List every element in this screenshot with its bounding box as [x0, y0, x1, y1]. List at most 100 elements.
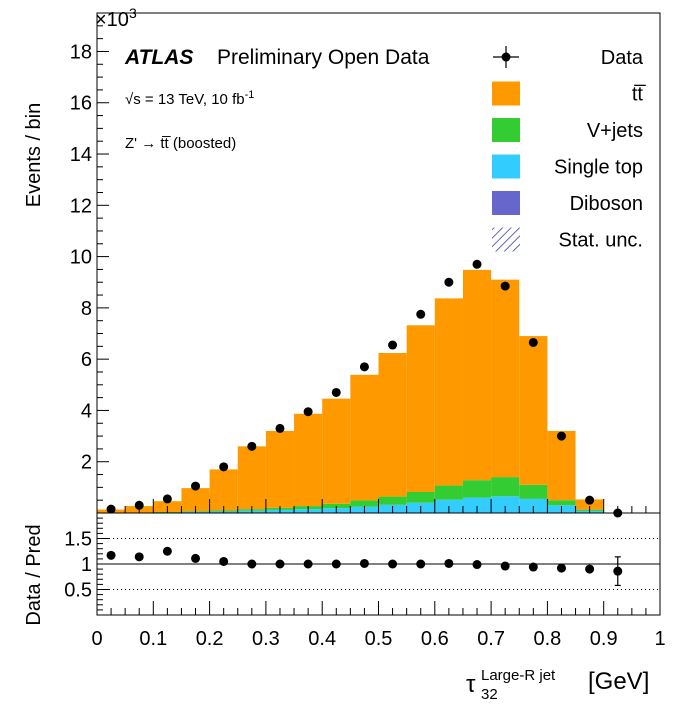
- bar-3-11: [406, 325, 435, 492]
- bar-3-13: [462, 269, 492, 481]
- bar-2-15: [519, 484, 548, 499]
- main-axis-ticks: 2 4 6 8 10 12 14 16 18: [70, 25, 661, 513]
- ratio-points: [106, 546, 623, 587]
- data-point: [134, 500, 144, 510]
- y-tick-label: 10: [70, 247, 92, 269]
- legend-label: Stat. unc.: [559, 230, 644, 252]
- y-multiplier: ×103: [95, 5, 137, 31]
- ratio-point: [528, 562, 538, 572]
- bar-3-15: [519, 336, 548, 485]
- y-multiplier-exponent: 3: [129, 5, 137, 21]
- x-tick-label: 0: [91, 628, 102, 650]
- ratio-point: [472, 560, 482, 570]
- y-tick-label: 8: [81, 298, 92, 320]
- data-point: [303, 407, 313, 417]
- data-point: [331, 387, 341, 397]
- bar-2-10: [378, 496, 407, 505]
- x-tick-label: 0.5: [365, 628, 393, 650]
- energy-label-exponent: -1: [245, 89, 255, 101]
- energy-label: √s = 13 TeV, 10 fb-1: [125, 89, 254, 108]
- y-tick-label: 4: [81, 400, 92, 422]
- legend-label: tt̅: [632, 83, 646, 105]
- bar-2-16: [547, 500, 576, 506]
- y-tick-label: 2: [81, 452, 92, 474]
- ratio-point: [444, 558, 454, 568]
- bar-2-14: [491, 477, 520, 497]
- ratio-point: [556, 563, 566, 573]
- ratio-point: [106, 550, 116, 560]
- legend-swatch: [492, 191, 520, 215]
- data-point: [388, 340, 398, 350]
- data-point: [191, 481, 201, 491]
- legend: Data tt̅ V+jets Single top Diboson Stat. unc.: [492, 46, 646, 252]
- bar-3-16: [547, 430, 576, 501]
- data-point: [275, 423, 285, 433]
- data-point: [585, 495, 595, 505]
- bar-3-14: [491, 279, 520, 478]
- stacked-bars: [97, 269, 604, 513]
- legend-swatch: [492, 154, 520, 179]
- ratio-reference-lines: [97, 538, 660, 590]
- ratio-point: [134, 552, 144, 562]
- legend-label: Single top: [554, 157, 643, 179]
- bar-3-9: [350, 374, 379, 501]
- bar-2-9: [350, 500, 379, 507]
- bar-1-14: [491, 496, 520, 513]
- data-point: [219, 462, 229, 472]
- y-tick-label: 14: [70, 144, 92, 166]
- ratio-point: [219, 556, 229, 566]
- bar-3-10: [378, 353, 407, 497]
- x-tick-label: 0.9: [590, 628, 618, 650]
- ratio-point: [613, 556, 623, 587]
- preliminary-label: Preliminary Open Data: [217, 46, 430, 69]
- x-axis-title: τ Large-R jet 32 [GeV]: [466, 667, 649, 703]
- data-point: [162, 494, 172, 504]
- data-point: [556, 431, 566, 441]
- legend-label: Data: [601, 47, 644, 69]
- bar-3-5: [237, 446, 266, 510]
- legend-swatch-hatch: [492, 227, 520, 252]
- x-label-sup: Large-R jet: [481, 667, 556, 684]
- atlas-label: ATLAS: [124, 46, 193, 69]
- data-point: [247, 441, 257, 451]
- x-tick-label: 0.7: [477, 628, 505, 650]
- y-tick-label: 18: [70, 41, 92, 63]
- ratio-point: [500, 561, 510, 571]
- bar-3-4: [209, 469, 238, 511]
- data-point: [528, 337, 538, 347]
- bar-3-6: [265, 430, 295, 508]
- x-tick-label: 0.8: [533, 628, 561, 650]
- ratio-point: [416, 559, 426, 569]
- ratio-y-tick-label: 0.5: [64, 580, 92, 602]
- x-tick-label: 0.6: [421, 628, 449, 650]
- ratio-point: [247, 559, 257, 569]
- bar-3-8: [322, 398, 351, 504]
- y-tick-label: 12: [70, 195, 92, 217]
- ratio-axis-ticks: 0.5 1 1.5 0 0.1 0.2 0.3 0.4 0.5 0.6 0.7 0.8 0.9 1: [64, 517, 666, 650]
- bar-2-8: [322, 503, 351, 509]
- legend-swatch: [492, 81, 520, 106]
- ratio-point: [388, 559, 398, 569]
- data-point: [444, 277, 454, 287]
- ratio-point: [585, 564, 595, 574]
- bar-2-12: [434, 485, 463, 500]
- ratio-y-tick-label: 1: [81, 554, 92, 576]
- ratio-point: [275, 559, 285, 569]
- process-label: Z' → tt̅ (boosted): [125, 135, 236, 152]
- legend-label: Diboson: [570, 193, 643, 215]
- legend-swatch: [492, 118, 520, 142]
- x-tick-label: 0.3: [252, 628, 280, 650]
- x-tick-label: 0.2: [196, 628, 224, 650]
- x-tick-label: 0.1: [139, 628, 167, 650]
- ratio-y-tick-label: 1.5: [64, 529, 92, 551]
- ratio-point: [303, 559, 313, 569]
- legend-data-marker: [493, 46, 519, 68]
- x-tick-label: 1: [654, 628, 665, 650]
- main-y-label: Events / bin: [23, 103, 45, 208]
- x-label-symbol: τ: [466, 671, 476, 698]
- bar-1-13: [462, 497, 492, 513]
- bar-3-12: [434, 298, 463, 486]
- ratio-point: [359, 558, 369, 568]
- bar-2-11: [406, 491, 435, 503]
